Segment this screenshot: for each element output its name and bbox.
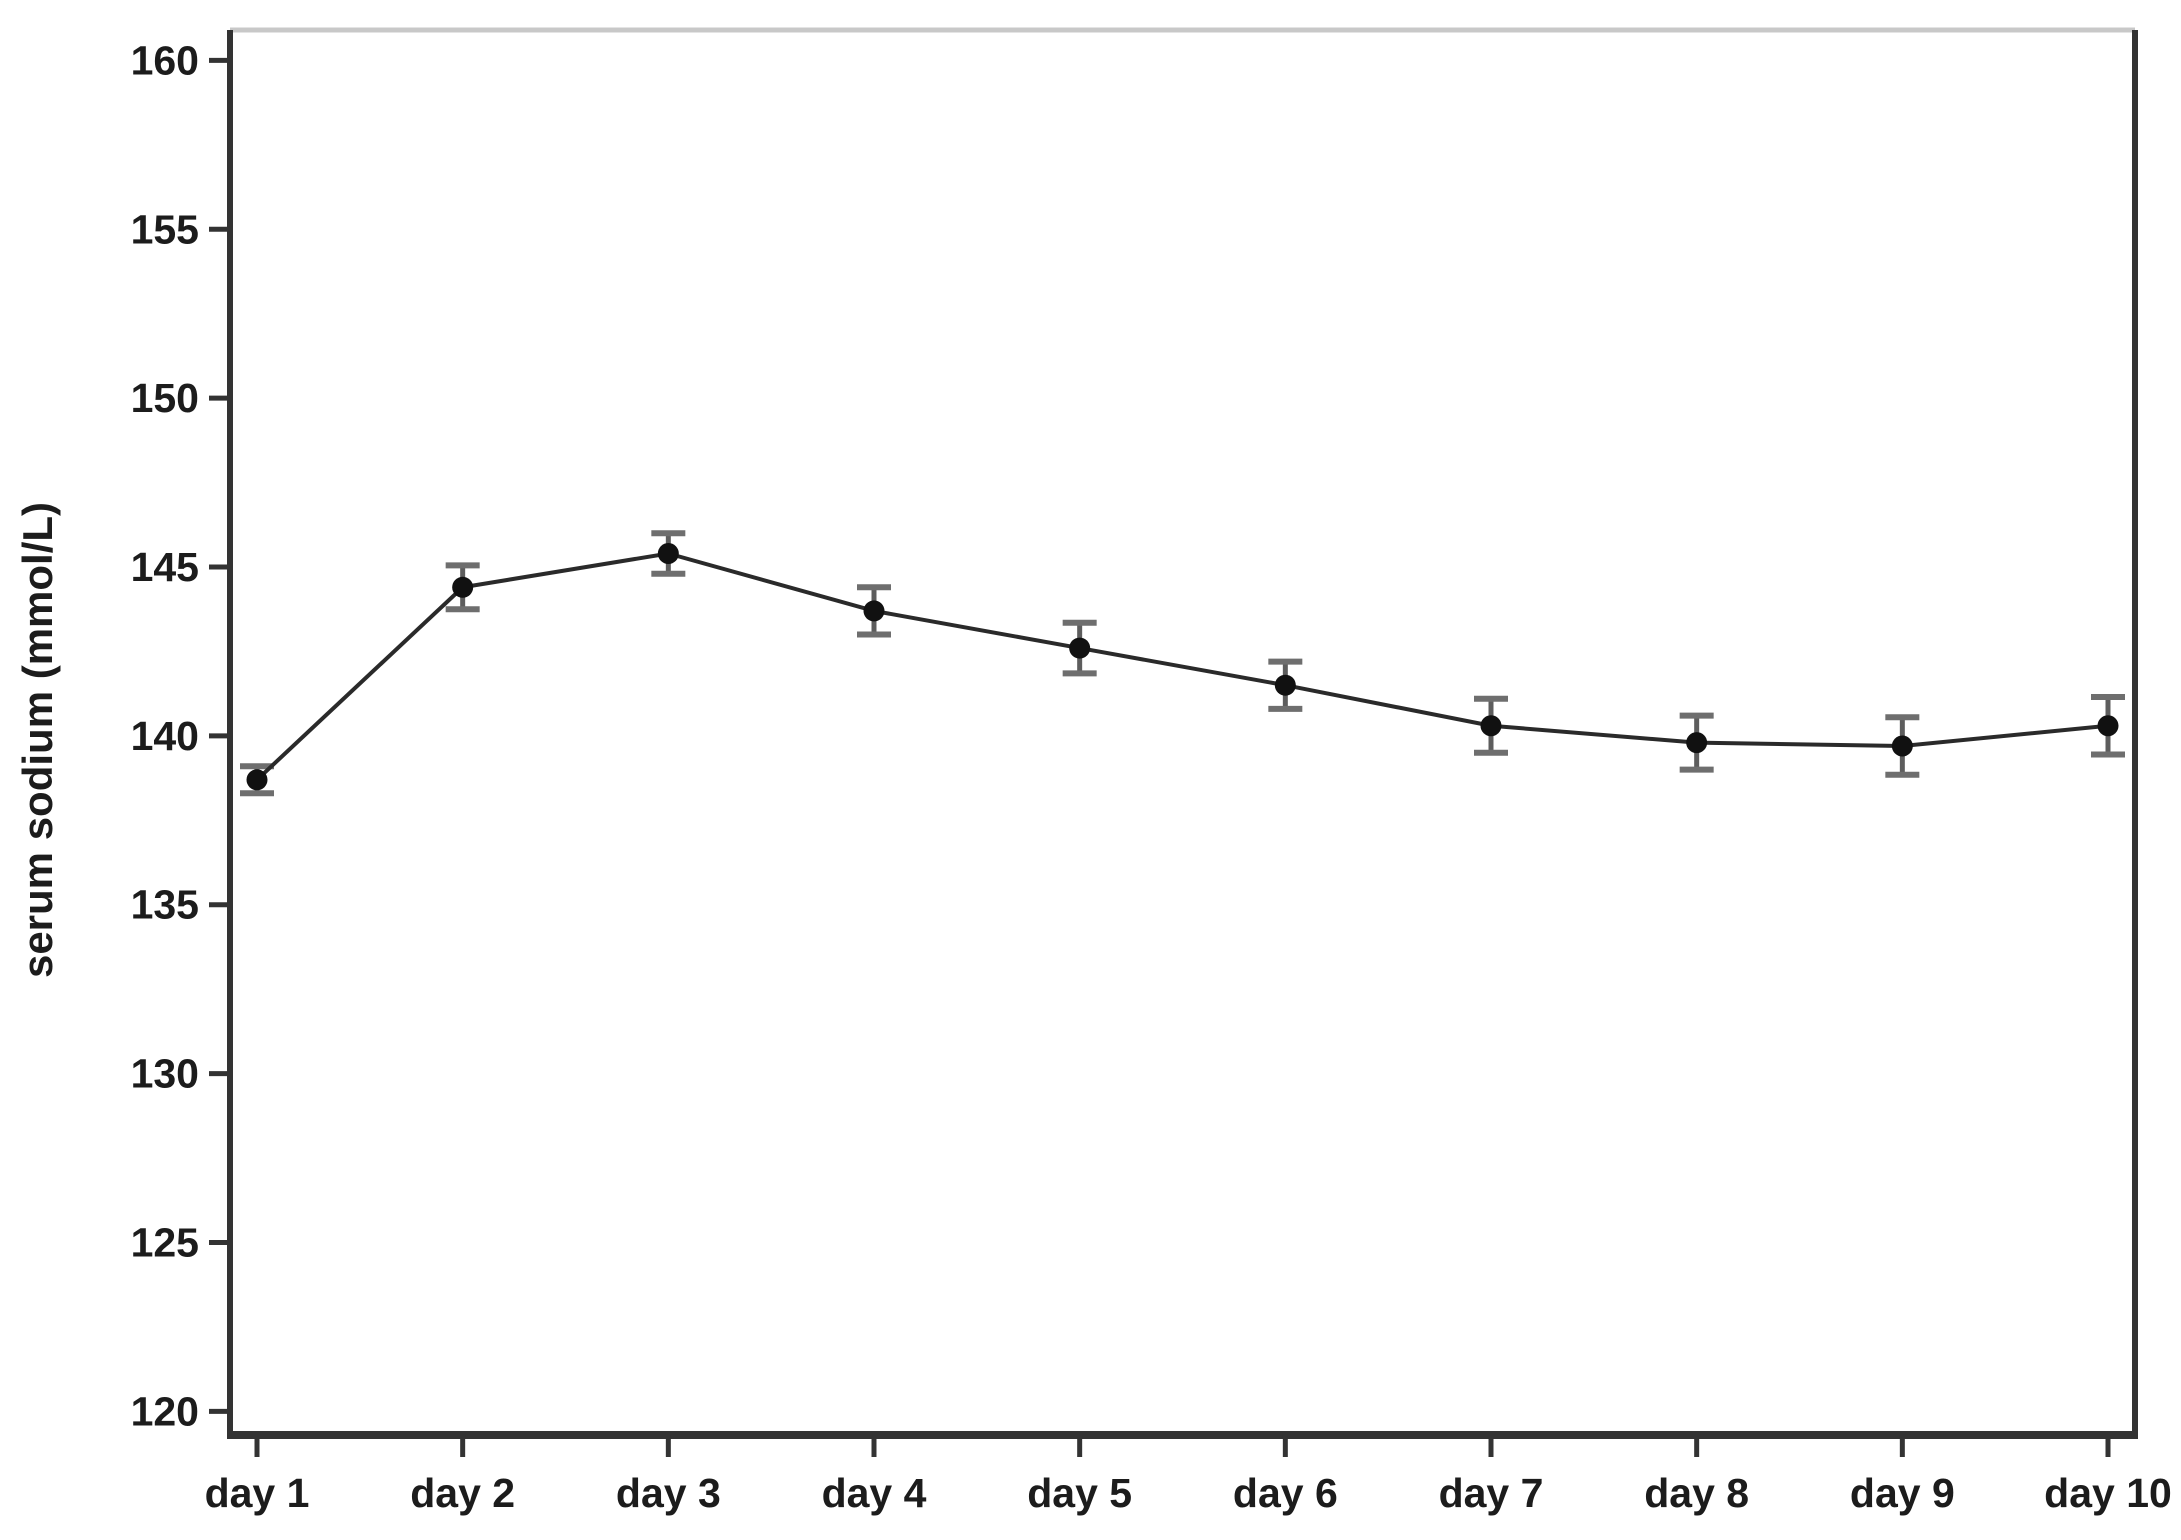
data-point — [1686, 732, 1708, 754]
x-axis-tick-label: day 4 — [822, 1470, 927, 1516]
data-point — [246, 769, 268, 791]
data-point — [1069, 637, 1091, 659]
data-point — [1891, 735, 1913, 757]
x-axis-tick-label: day 8 — [1644, 1470, 1749, 1516]
y-axis-tick-label: 125 — [131, 1219, 199, 1265]
y-axis-tick-label: 120 — [131, 1388, 199, 1434]
y-axis-tick-label: 145 — [131, 544, 199, 590]
x-axis-tick-label: day 7 — [1439, 1470, 1544, 1516]
y-axis-tick-label: 150 — [131, 375, 199, 421]
data-point — [2097, 715, 2119, 737]
x-axis-tick-label: day 5 — [1027, 1470, 1132, 1516]
data-point — [1480, 715, 1502, 737]
x-axis-tick-label: day 2 — [410, 1470, 515, 1516]
y-axis-tick-label: 140 — [131, 713, 199, 759]
x-axis-tick-label: day 3 — [616, 1470, 721, 1516]
y-axis-title: serum sodium (mmol/L) — [14, 502, 61, 978]
y-axis-tick-label: 130 — [131, 1051, 199, 1097]
data-point — [452, 576, 474, 598]
x-axis-tick-label: day 1 — [205, 1470, 310, 1516]
y-axis-tick-label: 135 — [131, 882, 199, 928]
plot-area: 120 125 130 135 140 145 150 155 160 day 1 day 2 day… — [131, 27, 2172, 1516]
x-axis-tick-label: day 6 — [1233, 1470, 1338, 1516]
x-axis-tick-label: day 10 — [2044, 1470, 2172, 1516]
y-axis-tick-label: 160 — [131, 37, 199, 83]
data-point — [863, 600, 885, 622]
x-axis-tick-label: day 9 — [1850, 1470, 1955, 1516]
y-axis-tick-label: 155 — [131, 206, 199, 252]
series-line — [255, 551, 2109, 782]
data-point — [1274, 674, 1296, 696]
data-point — [657, 542, 679, 564]
